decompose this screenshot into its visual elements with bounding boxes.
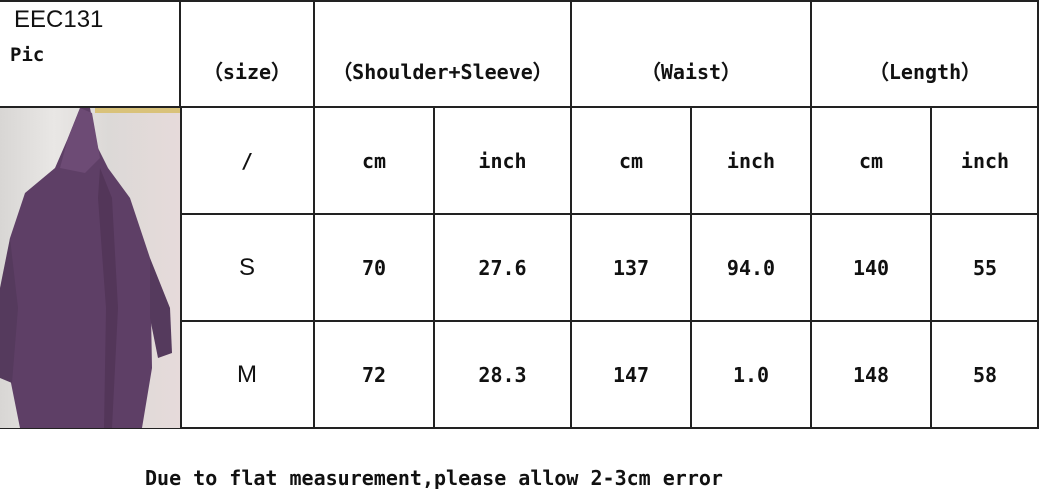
unit-size: / (240, 149, 254, 173)
size-label: S (238, 254, 255, 281)
unit-shoulder-cm: cm (361, 149, 387, 173)
shoulder-cm: 72 (361, 363, 387, 387)
waist-cm: 147 (612, 363, 650, 387)
pic-label: Pic (10, 44, 45, 66)
unit-waist-inch: inch (726, 149, 776, 173)
product-photo (0, 108, 180, 428)
length-cm: 148 (852, 363, 890, 387)
length-inch: 55 (972, 256, 998, 280)
product-code: EEC131 (14, 6, 104, 33)
length-cm: 140 (852, 256, 890, 280)
shoulder-cm: 70 (361, 256, 387, 280)
header-size: （size） (202, 59, 292, 84)
unit-waist-cm: cm (618, 149, 644, 173)
waist-inch: 94.0 (726, 256, 776, 280)
size-label: M (237, 361, 257, 388)
measurement-note: Due to flat measurement,please allow 2-3… (145, 466, 723, 490)
shoulder-inch: 28.3 (478, 363, 527, 387)
shoulder-inch: 27.6 (478, 256, 527, 280)
header-length: （Length） (868, 59, 982, 84)
unit-length-cm: cm (858, 149, 884, 173)
length-inch: 58 (972, 363, 998, 387)
waist-cm: 137 (612, 256, 650, 280)
unit-shoulder-inch: inch (478, 149, 527, 173)
header-waist: （Waist） (640, 59, 742, 84)
header-shoulder-sleeve: （Shoulder+Sleeve） (332, 59, 553, 84)
unit-length-inch: inch (960, 149, 1010, 173)
waist-inch: 1.0 (732, 363, 770, 387)
